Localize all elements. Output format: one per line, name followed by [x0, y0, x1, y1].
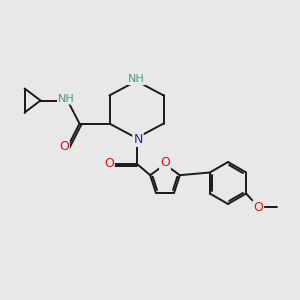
Text: NH: NH	[58, 94, 75, 104]
Text: NH: NH	[128, 74, 145, 84]
Text: O: O	[59, 140, 69, 154]
Text: N: N	[133, 133, 143, 146]
Text: O: O	[104, 157, 114, 170]
Text: O: O	[160, 156, 170, 169]
Text: O: O	[253, 201, 263, 214]
